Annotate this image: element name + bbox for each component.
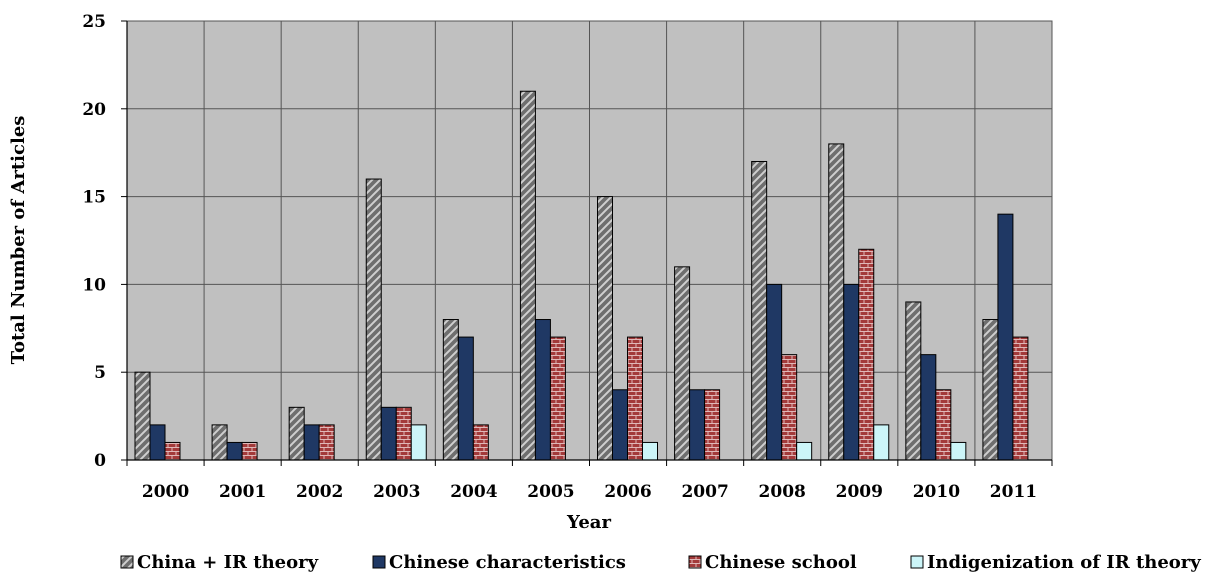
legend-label-china-ir-theory: China + IR theory — [137, 552, 319, 573]
bar-chinese-characteristics-2001 — [226, 441, 243, 461]
y-tick-label-15: 15 — [82, 188, 106, 208]
bar-chinese-school-2010 — [935, 389, 952, 461]
bar-chinese-school-2004 — [472, 424, 489, 461]
x-tick-label-2010: 2010 — [913, 482, 960, 502]
bar-chinese-school-2008 — [781, 354, 798, 461]
bar-china-ir-theory-2003 — [365, 178, 382, 461]
bar-chinese-school-2001 — [241, 441, 258, 461]
bar-chinese-school-2003 — [395, 406, 412, 461]
bar-chinese-school-2005 — [549, 336, 566, 461]
legend-label-chinese-characteristics: Chinese characteristics — [389, 552, 626, 573]
bar-china-ir-theory-2010 — [905, 301, 922, 461]
legend-label-chinese-school: Chinese school — [705, 552, 857, 573]
x-tick-label-2003: 2003 — [373, 482, 420, 502]
x-tick-label-2011: 2011 — [990, 482, 1037, 502]
bar-chinese-school-2009 — [858, 248, 875, 461]
bar-chinese-characteristics-2007 — [689, 389, 706, 461]
bar-china-ir-theory-2008 — [751, 160, 768, 461]
bar-chinese-school-2002 — [318, 424, 335, 461]
bar-chinese-characteristics-2005 — [534, 319, 551, 461]
bar-chinese-characteristics-2008 — [766, 283, 783, 461]
legend: China + IR theory Chinese characteristics… — [120, 552, 1201, 573]
x-tick-label-2006: 2006 — [604, 482, 651, 502]
y-tick-label-25: 25 — [82, 12, 106, 32]
x-tick-label-2008: 2008 — [759, 482, 806, 502]
bar-chinese-characteristics-2004 — [457, 336, 474, 461]
legend-swatch-indigenization-of-ir-theory — [910, 555, 924, 569]
bar-china-ir-theory-2005 — [519, 90, 536, 461]
legend-swatch-chinese-school — [688, 555, 702, 569]
bar-indigenization-of-ir-theory-2008 — [796, 441, 813, 461]
bar-chinese-school-2007 — [704, 389, 721, 461]
y-axis-title: Total Number of Articles — [8, 116, 29, 365]
x-tick-label-2009: 2009 — [836, 482, 883, 502]
y-tick-label-10: 10 — [82, 275, 106, 295]
bar-chinese-characteristics-2010 — [920, 354, 937, 461]
bar-china-ir-theory-2004 — [442, 319, 459, 461]
bar-china-ir-theory-2000 — [134, 371, 151, 461]
bar-indigenization-of-ir-theory-2006 — [642, 441, 658, 461]
bar-china-ir-theory-2009 — [828, 143, 845, 461]
bar-china-ir-theory-2006 — [597, 196, 613, 461]
x-tick-label-2001: 2001 — [219, 482, 266, 502]
bar-china-ir-theory-2007 — [674, 266, 691, 461]
x-axis-title: Year — [566, 512, 611, 533]
x-tick-label-2005: 2005 — [527, 482, 574, 502]
legend-swatch-chinese-characteristics — [372, 555, 386, 569]
bar-chinese-characteristics-2000 — [149, 424, 166, 461]
bar-indigenization-of-ir-theory-2009 — [873, 424, 890, 461]
bar-chinese-school-2006 — [627, 336, 643, 461]
bar-chinese-characteristics-2009 — [843, 283, 860, 461]
bar-indigenization-of-ir-theory-2010 — [950, 441, 967, 461]
bars — [134, 90, 1029, 461]
bar-china-ir-theory-2002 — [288, 406, 305, 461]
x-tick-label-2000: 2000 — [142, 482, 189, 502]
bar-chinese-characteristics-2006 — [612, 389, 628, 461]
legend-swatch-china-ir-theory — [120, 555, 134, 569]
x-tick-label-2004: 2004 — [450, 482, 497, 502]
bar-chinese-characteristics-2003 — [380, 406, 397, 461]
y-tick-label-0: 0 — [94, 451, 106, 471]
bar-china-ir-theory-2001 — [211, 424, 228, 461]
bar-chinese-characteristics-2002 — [303, 424, 320, 461]
bar-china-ir-theory-2011 — [982, 319, 999, 461]
legend-label-indigenization-of-ir-theory: Indigenization of IR theory — [927, 552, 1201, 573]
gridlines — [127, 21, 1052, 460]
tick-labels: 0 5 10 15 20 25 2000 2001 2002 2003 2004 2005 2006 20… — [82, 12, 1053, 502]
bar-chinese-school-2000 — [164, 441, 181, 461]
x-tick-label-2007: 2007 — [681, 482, 728, 502]
y-tick-label-5: 5 — [94, 363, 106, 383]
bar-indigenization-of-ir-theory-2003 — [410, 424, 427, 461]
bar-chinese-school-2011 — [1012, 336, 1029, 461]
bar-chinese-characteristics-2011 — [997, 213, 1014, 461]
y-tick-label-20: 20 — [82, 100, 106, 120]
x-tick-label-2002: 2002 — [296, 482, 343, 502]
